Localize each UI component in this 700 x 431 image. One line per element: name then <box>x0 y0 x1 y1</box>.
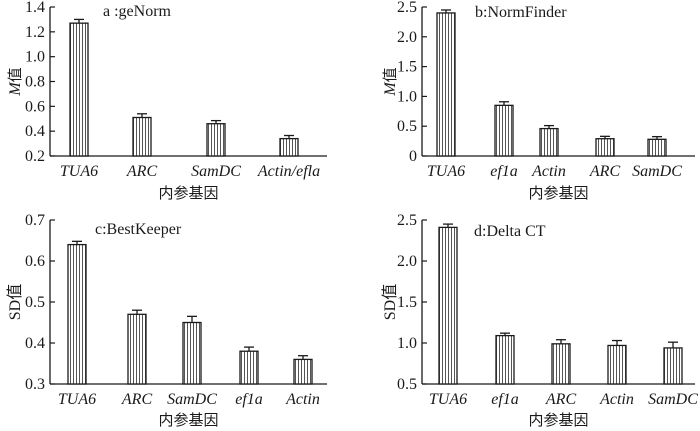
panel-d-y-axis-title: SD值 <box>381 284 399 320</box>
panel-a-bar <box>132 116 152 157</box>
panel-c-bar <box>239 350 259 385</box>
panel-b-category-label: SamDC <box>632 163 682 180</box>
panel-d-bar <box>495 334 515 385</box>
panel-c-y-tick-label: 0.5 <box>25 294 45 311</box>
panel-c-category-label: ef1a <box>235 391 263 408</box>
panel-c-title: c:BestKeeper <box>95 221 182 238</box>
panel-a-x-axis-title: 内参基因 <box>158 184 218 202</box>
panel-a-y-tick-label: 0.4 <box>25 123 45 140</box>
panel-c-y-tick-label: 0.7 <box>25 212 45 229</box>
panel-c-bar <box>67 243 87 385</box>
panel-c-y-tick-label: 0.4 <box>25 335 45 352</box>
panel-a-y-axis-title-rest: 值 <box>6 67 24 82</box>
panel-d-y-tick-label: 0.5 <box>397 376 417 393</box>
panel-a-category-label: TUA6 <box>60 163 98 180</box>
panel-a-y-axis-title: M值 <box>6 67 24 96</box>
panel-a-y-tick-label: 0.2 <box>25 148 45 165</box>
panel-a-y-axis-title-italic: M <box>7 81 24 97</box>
panel-c-bar <box>293 358 313 385</box>
panel-b-bar <box>539 127 559 157</box>
panel-d-y-tick-label: 1.5 <box>397 294 417 311</box>
panel-b-y-tick-label: 0.5 <box>397 118 417 135</box>
panel-b-y-tick-label: 1.0 <box>397 88 417 105</box>
panel-a-y-tick-label: 0.8 <box>25 74 45 91</box>
panel-d-title: d:Delta CT <box>474 223 546 240</box>
panel-a-y-tick-label: 0.6 <box>25 98 45 115</box>
panel-d-category-label: SamDC <box>648 391 698 408</box>
panel-a-bar <box>69 22 89 157</box>
panel-c-y-axis-title-text: SD值 <box>6 284 24 320</box>
panel-a-category-label: Actin/efla <box>257 163 320 180</box>
panel-b-y-axis-title-rest: 值 <box>381 67 399 82</box>
panel-b-y-tick-label: 0 <box>409 148 417 165</box>
panel-c-category-label: TUA6 <box>58 391 96 408</box>
panel-b-y-tick-label: 1.5 <box>397 59 417 76</box>
panel-c-y-tick-label: 0.3 <box>25 376 45 393</box>
panel-b-category-label: ARC <box>589 163 621 180</box>
panel-a-y-tick-label: 1.0 <box>25 49 45 66</box>
panel-d-x-axis-title: 内参基因 <box>528 411 588 429</box>
panel-d-category-label: ARC <box>545 391 577 408</box>
panel-d-category-label: Actin <box>599 391 634 408</box>
panel-b-y-axis-title: M值 <box>381 67 399 96</box>
panel-d-category-label: ef1a <box>491 391 519 408</box>
panel-a-bar <box>206 123 226 157</box>
panel-c-y-axis-title: SD值 <box>6 284 24 320</box>
panel-a-y-tick-label: 1.2 <box>25 24 45 41</box>
panel-d-y-tick-label: 1.0 <box>397 335 417 352</box>
panel-d-y-tick-label: 2.0 <box>397 253 417 270</box>
panel-c-bar <box>127 313 147 385</box>
panel-d-bar <box>551 343 571 385</box>
panel-d-bar <box>663 347 683 385</box>
panel-c-category-label: ARC <box>121 391 153 408</box>
panel-d-category-label: TUA6 <box>429 391 467 408</box>
panel-c-x-axis-title: 内参基因 <box>158 411 218 429</box>
panel-c-category-label: Actin <box>285 391 320 408</box>
panel-c-y-tick-label: 0.6 <box>25 253 45 270</box>
panel-b-y-tick-label: 2.0 <box>397 29 417 46</box>
panel-b-x-axis-title: 内参基因 <box>528 184 588 202</box>
panel-a-bar <box>279 137 299 157</box>
panel-a-title: a :geNorm <box>103 3 172 20</box>
panel-a-category-label: SamDC <box>191 163 241 180</box>
panel-d-bar <box>607 344 627 385</box>
panel-a-y-tick-label: 1.4 <box>25 0 45 16</box>
panel-b-bar <box>595 138 615 157</box>
panel-b-category-label: Actin <box>531 163 566 180</box>
panel-a-category-label: ARC <box>126 163 158 180</box>
panel-d-bar <box>438 226 458 385</box>
panel-b-y-axis-title-italic: M <box>382 81 399 97</box>
panel-d-y-tick-label: 2.5 <box>397 212 417 229</box>
panel-b-bar <box>494 104 514 157</box>
panel-b-title: b:NormFinder <box>475 4 567 21</box>
panel-d-y-axis-title-text: SD值 <box>381 284 399 320</box>
panel-b-category-label: TUA6 <box>427 163 465 180</box>
panel-b-y-tick-label: 2.5 <box>397 0 417 16</box>
panel-b-category-label: ef1a <box>490 163 518 180</box>
panel-c-bar <box>182 321 202 385</box>
panel-b-bar <box>436 12 456 157</box>
panel-c-category-label: SamDC <box>167 391 217 408</box>
panel-b-bar <box>647 138 667 157</box>
